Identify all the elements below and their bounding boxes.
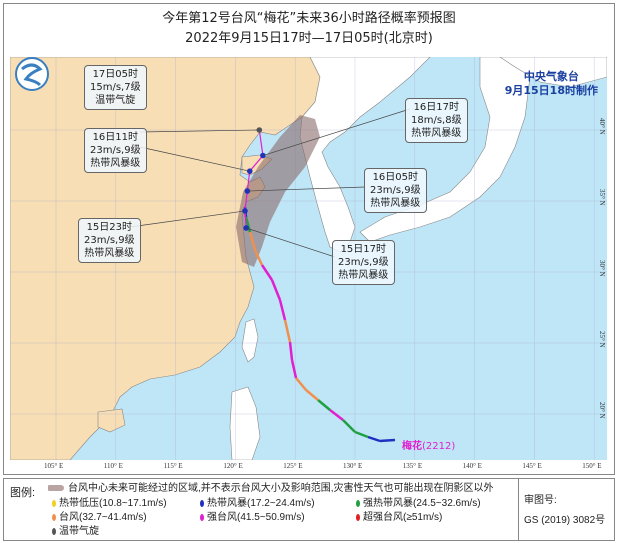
- typhoon-symbol-icon: [52, 527, 56, 535]
- observed-track-segment: [379, 438, 396, 443]
- observed-track-segment: [354, 430, 369, 439]
- land-japan: [359, 57, 531, 243]
- observed-track-segment: [367, 435, 381, 443]
- issue-time: 9月15日18时制作: [504, 84, 598, 97]
- agency-name: 中央气象台: [523, 70, 579, 83]
- point-label-16-17: 16日17时 18m/s,8级 热带风暴级: [405, 98, 468, 143]
- observed-track-segment: [248, 231, 257, 251]
- lat-tick-label: 25° N: [598, 331, 606, 348]
- leader-line: [129, 210, 246, 228]
- lat-tick-label: 35° N: [598, 189, 606, 206]
- point-label-15-17: 15日17时 23m/s,9级 热带风暴级: [332, 240, 395, 285]
- land-hainan: [97, 408, 126, 433]
- cone-swatch-icon: [48, 485, 64, 492]
- observed-track-segment: [305, 389, 319, 401]
- legend-item: 台风(32.7~41.4m/s): [52, 511, 147, 524]
- observed-track-segment: [244, 216, 252, 233]
- observed-track-segment: [329, 409, 344, 421]
- typhoon-symbol-icon: [356, 513, 360, 521]
- map-frame: [3, 3, 615, 475]
- typhoon-symbol-icon: [200, 499, 204, 507]
- legend: 图例: 台风中心未来可能经过的区域,并不表示台风大小及影响范围,灾害性天气也可能…: [3, 478, 615, 541]
- leader-line: [139, 146, 250, 172]
- land-taiwan: [241, 318, 259, 363]
- land-luzon: [229, 386, 261, 460]
- typhoon-symbol-icon: [52, 499, 56, 507]
- label-leader-lines: [129, 108, 411, 258]
- typhoon-symbol-icon: [356, 499, 360, 507]
- map-subtitle: 2022年9月15日17时—17日05时(北京时): [185, 31, 433, 46]
- lat-tick-label: 20° N: [598, 402, 606, 419]
- typhoon-symbol-icon: [52, 513, 56, 521]
- lat-tick-label: 30° N: [598, 260, 606, 277]
- lat-tick-label: 40° N: [598, 118, 606, 135]
- point-label-16-05: 16日05时 23m/s,9级 热带风暴级: [364, 168, 427, 213]
- observed-track-segment: [295, 377, 307, 391]
- legend-item: 热带风暴(17.2~24.4m/s): [200, 497, 315, 510]
- graticule: [10, 57, 607, 460]
- point-label-16-11: 16日11时 23m/s,9级 热带风暴级: [84, 128, 147, 173]
- lon-tick-label: 135° E: [402, 462, 423, 470]
- review-number: GS (2019) 3082号: [524, 515, 606, 526]
- observed-track-segment: [260, 264, 274, 281]
- cma-logo: [15, 57, 49, 91]
- lon-tick-label: 130° E: [343, 462, 363, 470]
- observed-track-segment: [342, 419, 356, 433]
- legend-item: 强热带风暴(24.5~32.6m/s): [356, 497, 481, 510]
- lon-tick-label: 105° E: [44, 462, 64, 470]
- legend-item: 热带低压(10.8~17.1m/s): [52, 497, 167, 510]
- lon-tick-label: 140° E: [462, 462, 482, 470]
- forecast-point-marker: [256, 127, 263, 133]
- observed-track-segment: [253, 249, 264, 266]
- map-title: 今年第12号台风“梅花”未来36小时路径概率预报图: [162, 11, 456, 26]
- lon-tick-label: 125° E: [283, 462, 303, 470]
- legend-item: 强台风(41.5~50.9m/s): [200, 511, 305, 524]
- observed-track-segment: [270, 279, 282, 301]
- probability-cone: [236, 115, 320, 267]
- legend-item: 超强台风(≥51m/s): [356, 511, 442, 524]
- typhoon-name-label: 梅花(2212): [402, 441, 456, 452]
- leader-line: [139, 129, 260, 133]
- observed-track-segment: [283, 319, 292, 343]
- land-hokkaido: [499, 57, 607, 88]
- review-label: 审图号:: [524, 495, 557, 506]
- lon-tick-label: 115° E: [163, 462, 183, 470]
- legend-cone: 台风中心未来可能经过的区域,并不表示台风大小及影响范围,灾害性天气也可能出现在阴…: [48, 482, 494, 495]
- point-label-17-05: 17日05时 15m/s,7级 温带气旋: [84, 65, 147, 110]
- legend-title: 图例:: [10, 487, 36, 499]
- typhoon-symbol-icon: [200, 513, 204, 521]
- observed-track-segment: [290, 359, 298, 379]
- leader-line: [246, 227, 336, 258]
- lon-tick-label: 145° E: [522, 462, 542, 470]
- lon-tick-label: 120° E: [223, 462, 243, 470]
- agency-stamp: 中央气象台 9月15日18时制作: [505, 70, 598, 98]
- review-number-box: 审图号: GS (2019) 3082号: [518, 479, 615, 540]
- leader-line: [247, 186, 366, 192]
- point-label-15-23: 15日23时 23m/s,9级 热带风暴级: [78, 218, 141, 263]
- lon-tick-label: 150° E: [582, 462, 602, 470]
- legend-item: 温带气旋: [52, 525, 99, 538]
- leader-line: [262, 108, 411, 156]
- lon-tick-label: 110° E: [103, 462, 123, 470]
- observed-track-segment: [288, 341, 294, 361]
- observed-track-segment: [317, 399, 331, 411]
- observed-track-segment: [278, 299, 287, 321]
